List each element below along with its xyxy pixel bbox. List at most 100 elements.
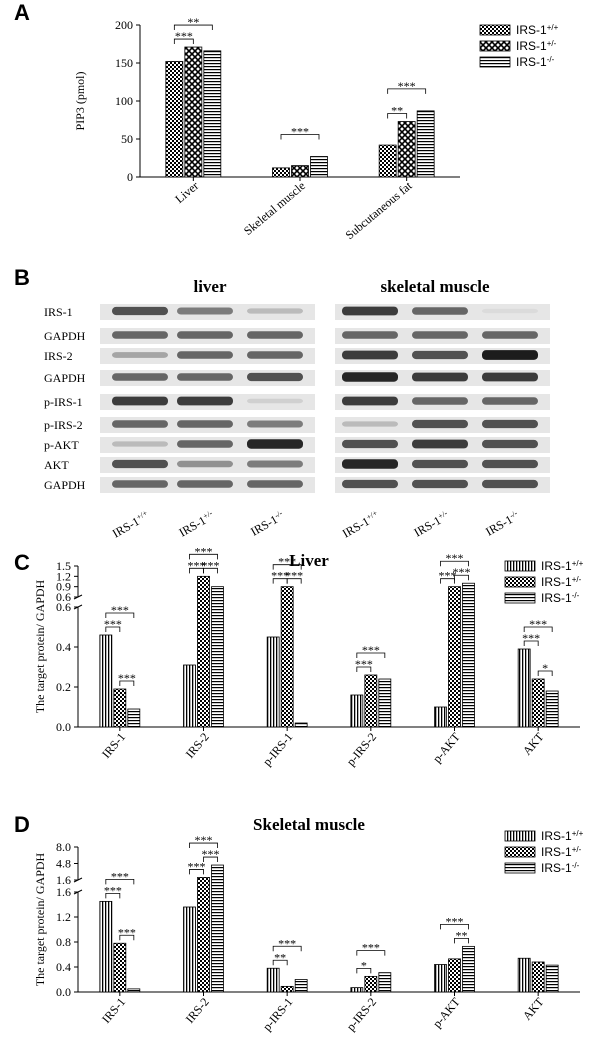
- significance-label: ***: [111, 869, 129, 883]
- significance-label: ***: [522, 631, 540, 645]
- bar: [127, 988, 141, 993]
- blot-band: [177, 331, 233, 339]
- bar: [448, 958, 461, 993]
- y-tick-label: 50: [121, 132, 133, 146]
- significance-label: ***: [362, 941, 380, 955]
- significance-bracket: [356, 967, 372, 974]
- lane-label: IRS-1+/+: [340, 508, 382, 541]
- blot-band: [112, 459, 168, 469]
- significance-label: ***: [355, 657, 373, 671]
- significance-bracket: [173, 24, 213, 31]
- y-tick-label: 0.4: [56, 640, 71, 654]
- significance-label: ***: [195, 544, 213, 558]
- tissue-title: liver: [193, 277, 226, 296]
- blot-band: [247, 351, 303, 359]
- significance-bracket: [105, 626, 121, 632]
- legend-label: IRS-1+/+: [541, 829, 584, 844]
- blot-band: [342, 396, 398, 406]
- bar: [294, 722, 308, 728]
- x-tick-label: AKT: [520, 994, 547, 1022]
- significance-label: ***: [446, 551, 464, 565]
- significance-label: *: [542, 661, 548, 675]
- blot-band: [412, 331, 468, 339]
- significance-bracket: [286, 578, 302, 584]
- significance-label: **: [391, 104, 403, 118]
- row-label: GAPDH: [44, 478, 86, 492]
- blot-band: [247, 420, 303, 428]
- significance-bracket: [272, 945, 302, 952]
- bar: [272, 167, 290, 178]
- significance-bracket: [440, 923, 469, 930]
- bar: [266, 967, 280, 993]
- bar: [545, 690, 559, 728]
- bar: [448, 586, 461, 728]
- bar: [517, 648, 531, 728]
- significance-bracket: [440, 578, 455, 584]
- blot-band: [177, 460, 233, 468]
- legend-swatch: [504, 560, 536, 572]
- blot-band: [482, 331, 538, 339]
- y-tick-label: 1.2: [56, 569, 71, 583]
- blot-band: [112, 420, 168, 428]
- bar: [434, 964, 447, 993]
- significance-bracket: [356, 950, 386, 956]
- blot-band: [482, 350, 538, 360]
- x-tick-label: Skeletal muscle: [241, 179, 308, 238]
- significance-bracket: [105, 878, 135, 885]
- x-tick-label: p-IRS-2: [344, 995, 380, 1034]
- lane-label: IRS-1-/-: [483, 508, 522, 539]
- blot-band: [412, 307, 468, 315]
- legend-swatch: [504, 592, 536, 604]
- bar: [184, 46, 203, 178]
- bar: [294, 979, 308, 993]
- tissue-title: skeletal muscle: [380, 277, 490, 296]
- blot-band: [342, 306, 398, 316]
- x-tick-label: p-AKT: [430, 994, 463, 1030]
- blot-band: [177, 440, 233, 448]
- bar: [113, 942, 127, 993]
- row-label: IRS-1: [44, 305, 73, 319]
- y-tick-label: 1.5: [56, 559, 71, 573]
- row-label: AKT: [44, 458, 69, 472]
- significance-bracket: [454, 574, 469, 581]
- significance-bracket: [189, 842, 218, 849]
- blot-band: [247, 398, 303, 404]
- row-label: GAPDH: [44, 371, 86, 385]
- bar: [378, 972, 392, 993]
- blot-band: [177, 396, 233, 406]
- blot-band: [247, 372, 303, 382]
- y-axis-title: The target protein/ GAPDH: [33, 579, 47, 713]
- significance-label: ***: [195, 833, 213, 847]
- row-label: p-IRS-1: [44, 395, 83, 409]
- significance-label: ***: [439, 569, 457, 583]
- significance-bracket: [105, 892, 121, 899]
- blot-band: [247, 331, 303, 339]
- bar: [291, 165, 309, 178]
- y-tick-label: 0.6: [56, 600, 71, 614]
- y-tick-label: 0.0: [56, 985, 71, 999]
- lane-label: IRS-1+/-: [176, 508, 217, 540]
- row-label: GAPDH: [44, 329, 86, 343]
- blot-band: [177, 480, 233, 488]
- significance-label: ***: [118, 925, 136, 939]
- bar: [364, 975, 378, 993]
- significance-bracket: [173, 38, 194, 45]
- legend-swatch: [504, 576, 536, 588]
- bar: [378, 144, 397, 178]
- blot-band: [482, 459, 538, 469]
- blot-band: [342, 331, 398, 339]
- significance-label: ***: [278, 555, 296, 569]
- significance-bracket: [387, 113, 408, 119]
- bar: [397, 121, 416, 178]
- bar: [99, 900, 113, 993]
- blot-band: [482, 397, 538, 405]
- y-tick-label: 0.4: [56, 960, 71, 974]
- bar: [211, 864, 224, 993]
- significance-label: **: [456, 928, 468, 942]
- significance-label: ***: [111, 603, 129, 617]
- blot-band: [112, 441, 168, 447]
- blot-band: [112, 373, 168, 381]
- blot-band: [112, 480, 168, 488]
- blot-band: [482, 439, 538, 449]
